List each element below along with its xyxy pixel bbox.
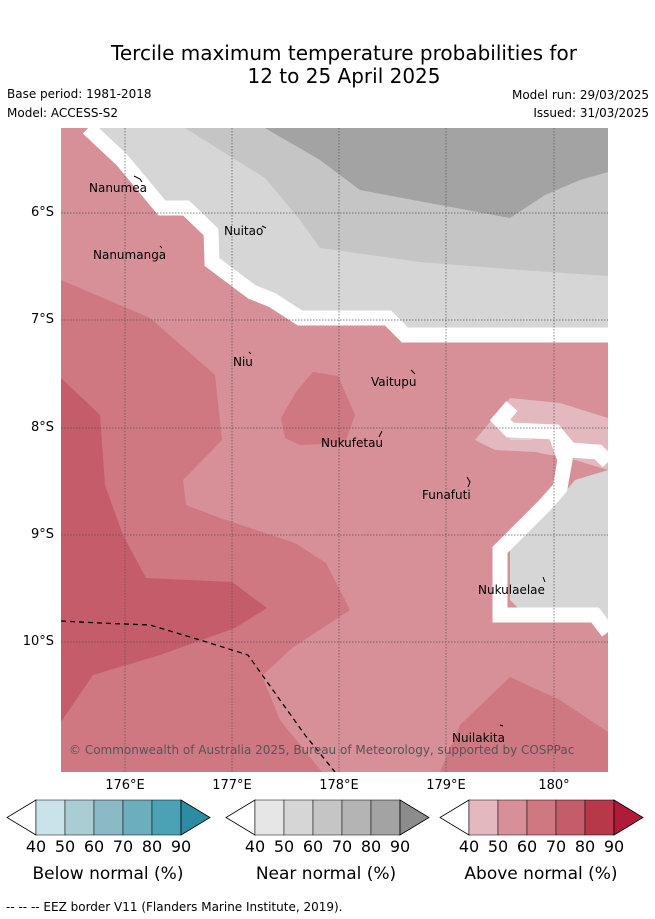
issued-date: Issued: 31/03/2025 <box>533 106 649 120</box>
tercile-divider-southeast <box>489 401 608 637</box>
colorbar-below-segment <box>93 799 124 836</box>
colorbar-near-tick-label: 50 <box>273 837 295 856</box>
place-label-nuilakita: Nuilakita <box>452 731 505 745</box>
colorbar-above-tick-label: 40 <box>458 837 480 856</box>
place-label-nukufetau: Nukufetau <box>321 436 384 450</box>
colorbar-near-tick-label: 80 <box>360 837 382 856</box>
eez-border <box>61 620 336 772</box>
colorbar-above-tick-label: 50 <box>487 837 509 856</box>
lat-label-6s: 6°S <box>30 205 54 220</box>
colorbar-above-tick-label: 60 <box>516 837 538 856</box>
map-title-line2: 12 to 25 April 2025 <box>247 64 441 88</box>
place-label-nanumea: Nanumea <box>89 181 147 195</box>
colorbar-above-tick-label: 80 <box>574 837 596 856</box>
eez-legend-note: -- -- -- EEZ border V11 (Flanders Marine… <box>6 900 343 914</box>
lon-label-179e: 179°E <box>426 778 466 793</box>
colorbar-above-normal <box>439 799 644 836</box>
colorbar-above-segment <box>468 799 499 836</box>
colorbar-title-above: Above normal (%) <box>464 864 618 884</box>
colorbar-near-under-arrow <box>225 799 256 836</box>
above-normal-60-blob <box>281 372 355 445</box>
colorbar-below-tick-label: 80 <box>141 837 163 856</box>
colorbar-below-tick-label: 40 <box>25 837 47 856</box>
place-label-niu: Niu <box>233 355 253 369</box>
copyright-notice: © Commonwealth of Australia 2025, Bureau… <box>69 743 575 757</box>
place-label-funafuti: Funafuti <box>422 488 471 502</box>
graticule <box>61 128 608 772</box>
colorbar-near-segment <box>370 799 401 836</box>
colorbar-above-under-arrow <box>439 799 470 836</box>
colorbar-below-tick-label: 70 <box>112 837 134 856</box>
colorbar-below-tick-label: 60 <box>83 837 105 856</box>
colorbar-near-tick-label: 90 <box>389 837 411 856</box>
place-label-nuitao: Nuitao <box>224 224 264 238</box>
map-title-line1: Tercile maximum temperature probabilitie… <box>111 41 577 65</box>
colorbar-near-normal <box>225 799 430 836</box>
lat-label-9s: 9°S <box>30 527 54 542</box>
colorbar-above-tick-label: 90 <box>603 837 625 856</box>
colorbar-below-segment <box>35 799 66 836</box>
near-normal-50-southeast <box>510 470 608 620</box>
colorbar-near-segment <box>254 799 285 836</box>
above-normal-60-southeast <box>440 677 608 772</box>
colorbar-near-segment <box>312 799 343 836</box>
tercile-divider-north <box>82 128 608 343</box>
lat-label-10s: 10°S <box>22 634 54 649</box>
colorbar-near-tick-label: 40 <box>244 837 266 856</box>
lat-label-8s: 8°S <box>30 420 54 435</box>
island-outlines <box>133 175 546 727</box>
colorbar-above-segment <box>584 799 615 836</box>
lon-label-178e: 178°E <box>319 778 359 793</box>
colorbar-above-over-arrow <box>613 799 644 836</box>
colorbar-above-segment <box>497 799 528 836</box>
probability-map <box>61 128 608 772</box>
colorbar-title-near: Near normal (%) <box>255 864 397 884</box>
colorbar-near-over-arrow <box>399 799 430 836</box>
colorbar-above-segment <box>555 799 586 836</box>
colorbar-below-under-arrow <box>6 799 37 836</box>
colorbar-below-segment <box>122 799 153 836</box>
lon-label-177e: 177°E <box>212 778 252 793</box>
model-name: Model: ACCESS-S2 <box>7 106 119 120</box>
place-label-nukulaelae: Nukulaelae <box>478 583 545 597</box>
colorbar-below-tick-label: 90 <box>170 837 192 856</box>
base-period: Base period: 1981-2018 <box>7 87 152 101</box>
colorbar-title-below: Below normal (%) <box>32 864 184 884</box>
colorbar-below-segment <box>151 799 182 836</box>
colorbar-below-tick-label: 50 <box>54 837 76 856</box>
lon-label-176e: 176°E <box>105 778 145 793</box>
near-normal-80-area <box>265 128 608 218</box>
colorbar-below-over-arrow <box>180 799 211 836</box>
place-label-vaitupu: Vaitupu <box>371 375 417 389</box>
colorbar-near-segment <box>341 799 372 836</box>
above-normal-70-area <box>61 378 267 722</box>
lat-label-7s: 7°S <box>30 312 54 327</box>
lon-label-180: 180° <box>538 778 570 793</box>
colorbar-above-tick-label: 70 <box>545 837 567 856</box>
colorbar-above-segment <box>526 799 557 836</box>
colorbar-below-segment <box>64 799 95 836</box>
colorbar-near-segment <box>283 799 314 836</box>
place-label-nanumanga: Nanumanga <box>93 248 167 262</box>
colorbar-below-normal <box>6 799 211 836</box>
model-run: Model run: 29/03/2025 <box>511 88 649 102</box>
colorbar-near-tick-label: 70 <box>331 837 353 856</box>
colorbar-near-tick-label: 60 <box>302 837 324 856</box>
